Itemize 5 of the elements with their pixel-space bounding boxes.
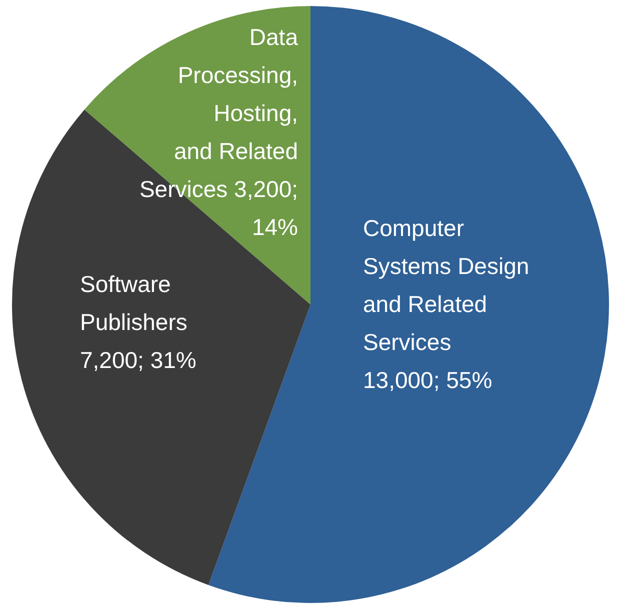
data-label: 7,200; 31% [80, 347, 196, 373]
data-label: 13,000; 55% [363, 367, 492, 393]
slice-label: Software Publishers [80, 271, 188, 335]
slice-label: Data Processing, Hosting, and Related Services 3,200; 14% [139, 24, 298, 240]
slice-label: Computer Systems Design and Related Services [363, 215, 530, 355]
